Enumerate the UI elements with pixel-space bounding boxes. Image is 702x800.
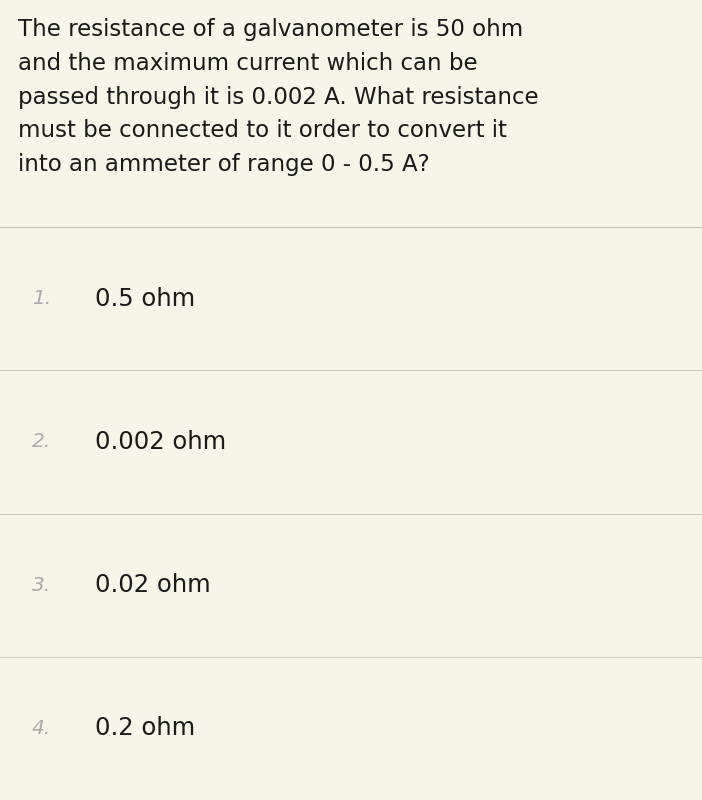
Bar [0, 0, 702, 227]
Text: 0.2 ohm: 0.2 ohm [95, 716, 195, 740]
Text: 4.: 4. [32, 719, 51, 738]
Text: 0.5 ohm: 0.5 ohm [95, 286, 195, 310]
Bar [0, 657, 702, 800]
Text: 2.: 2. [32, 432, 51, 451]
Text: 3.: 3. [32, 576, 51, 594]
Bar [0, 227, 702, 370]
Text: The resistance of a galvanometer is 50 ohm
and the maximum current which can be
: The resistance of a galvanometer is 50 o… [18, 18, 538, 176]
Text: 0.02 ohm: 0.02 ohm [95, 573, 211, 597]
Bar [0, 370, 702, 514]
Text: 1.: 1. [32, 289, 51, 308]
Bar [0, 514, 702, 657]
Text: 0.002 ohm: 0.002 ohm [95, 430, 226, 454]
